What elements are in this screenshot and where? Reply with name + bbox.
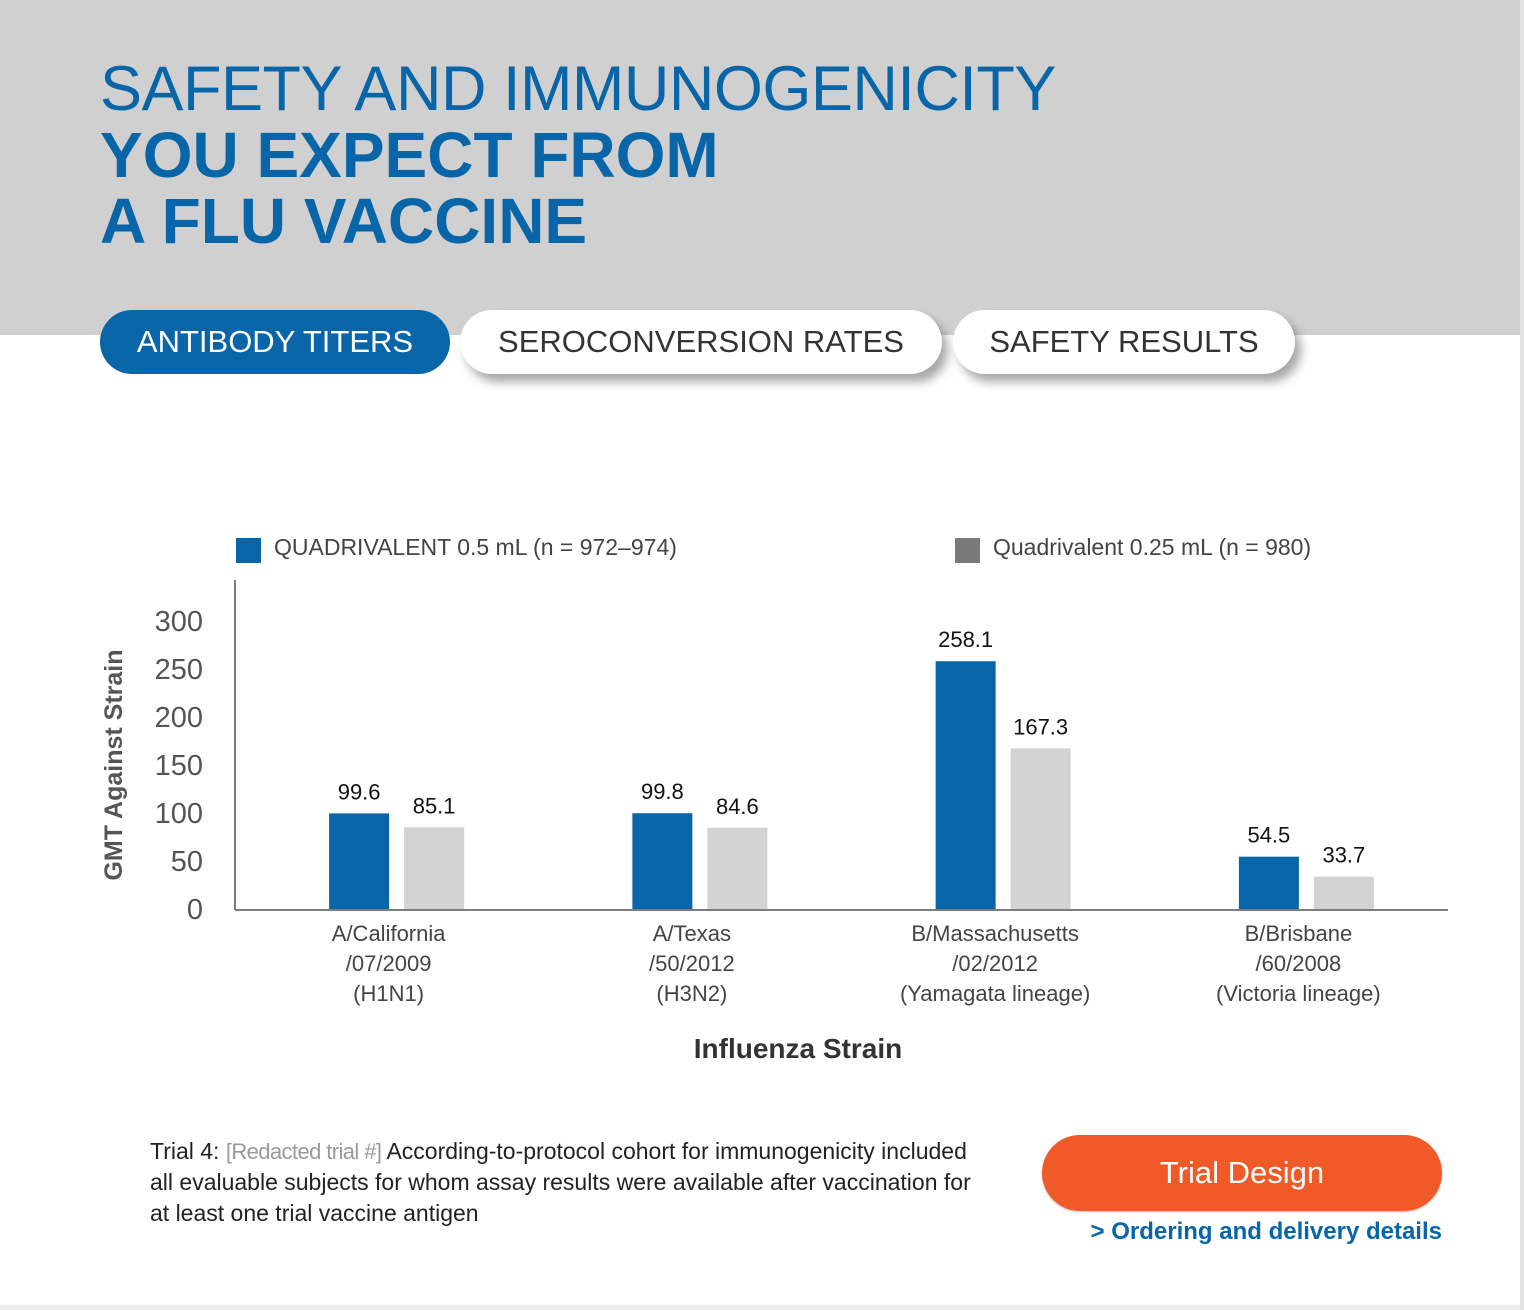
data-label: 84.6 — [716, 794, 759, 819]
x-tick-label: (H1N1) — [353, 981, 424, 1006]
y-axis-title: GMT Against Strain — [100, 649, 128, 880]
y-tick-label: 300 — [155, 606, 203, 638]
tab-seroconversion-rates[interactable]: SEROCONVERSION RATES — [460, 310, 942, 374]
y-tick-label: 50 — [171, 846, 203, 878]
header-band — [0, 0, 1520, 335]
bar-1-group-4 — [1238, 856, 1299, 909]
bottom-divider — [0, 1305, 1520, 1310]
x-tick-label: B/Brisbane — [1245, 921, 1353, 946]
x-axis-title: Influenza Strain — [694, 1033, 902, 1064]
x-tick-label: B/Massachusetts — [911, 921, 1079, 946]
title-line-2: YOU EXPECT FROM — [100, 119, 719, 191]
data-label: 85.1 — [413, 793, 456, 818]
x-tick-label: (Victoria lineage) — [1216, 981, 1381, 1006]
trial-design-button[interactable]: Trial Design — [1042, 1135, 1442, 1211]
bar-chart: 0 50 100 150 200 250 300 GMT Against Strain Infl… — [100, 580, 1448, 1064]
bar-1-group-2 — [632, 813, 693, 909]
data-label: 258.1 — [938, 627, 993, 652]
bar-1-group-3 — [935, 661, 996, 909]
data-label: 54.5 — [1247, 823, 1290, 848]
ordering-delivery-link[interactable]: > Ordering and delivery details — [1090, 1218, 1442, 1245]
x-tick-label: /50/2012 — [649, 951, 735, 976]
page-edge — [1520, 0, 1524, 1310]
bar-2-group-1 — [404, 827, 465, 909]
y-tick-label: 150 — [155, 750, 203, 782]
bar-2-group-4 — [1313, 876, 1374, 909]
legend-label-series-1: QUADRIVALENT 0.5 mL (n = 972–974) — [274, 534, 677, 560]
tab-safety-results[interactable]: SAFETY RESULTS — [953, 310, 1295, 374]
x-tick-label: /02/2012 — [952, 951, 1038, 976]
title-line-1: SAFETY AND IMMUNOGENICITY — [100, 54, 1056, 124]
y-tick-label: 250 — [155, 654, 203, 686]
bar-2-group-3 — [1010, 748, 1071, 909]
y-tick-label: 100 — [155, 798, 203, 830]
y-tick-label: 0 — [187, 894, 203, 926]
x-tick-label: /60/2008 — [1256, 951, 1342, 976]
x-tick-label: A/California — [332, 921, 446, 946]
data-label: 33.7 — [1322, 843, 1365, 868]
data-label: 99.6 — [338, 779, 381, 804]
tab-antibody-titers[interactable]: ANTIBODY TITERS — [100, 310, 450, 374]
footnote: Trial 4: [Redacted trial #] According-to… — [150, 1136, 980, 1229]
x-tick-label: (Yamagata lineage) — [900, 981, 1090, 1006]
x-tick-label: /07/2009 — [346, 951, 432, 976]
footnote-redacted-trial-number: [Redacted trial #] — [225, 1139, 382, 1164]
legend-swatch-series-1 — [236, 538, 261, 563]
y-tick-label: 200 — [155, 702, 203, 734]
data-label: 99.8 — [641, 779, 684, 804]
footnote-prefix: Trial 4: — [150, 1138, 226, 1164]
x-tick-label: A/Texas — [653, 921, 731, 946]
footnote-text: According-to-protocol cohort for immunog… — [150, 1138, 971, 1226]
title-line-3: A FLU VACCINE — [100, 185, 588, 257]
bar-2-group-2 — [707, 827, 768, 909]
legend-label-series-2: Quadrivalent 0.25 mL (n = 980) — [993, 534, 1312, 560]
legend-swatch-series-2 — [955, 538, 980, 563]
bar-1-group-1 — [329, 813, 390, 909]
data-label: 167.3 — [1013, 714, 1068, 739]
page-title: SAFETY AND IMMUNOGENICITY YOU EXPECT FRO… — [100, 56, 1056, 254]
x-tick-label: (H3N2) — [656, 981, 727, 1006]
